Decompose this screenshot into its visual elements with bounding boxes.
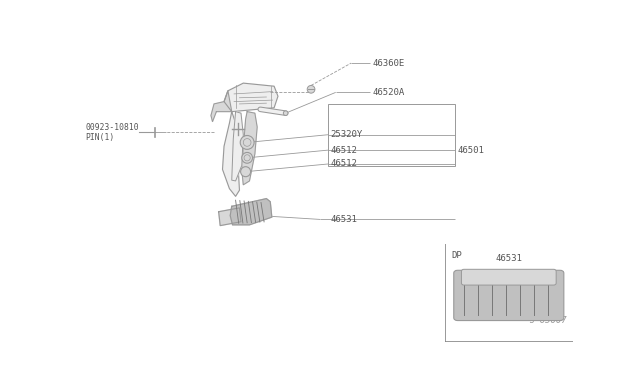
Circle shape: [240, 135, 254, 150]
Text: 46360E: 46360E: [372, 59, 405, 68]
Polygon shape: [242, 112, 257, 185]
Polygon shape: [223, 112, 239, 196]
Polygon shape: [219, 208, 241, 225]
Circle shape: [241, 167, 251, 177]
Text: DP: DP: [451, 251, 462, 260]
Circle shape: [307, 86, 315, 93]
Text: 25320Y: 25320Y: [330, 130, 362, 139]
Text: PIN(1): PIN(1): [86, 132, 115, 141]
Text: J-65007: J-65007: [529, 316, 566, 325]
Polygon shape: [224, 83, 278, 112]
Polygon shape: [211, 91, 232, 122]
Text: 46531: 46531: [330, 215, 357, 224]
Circle shape: [284, 111, 288, 115]
Text: 46531: 46531: [495, 254, 522, 263]
Text: 46520A: 46520A: [372, 88, 405, 97]
Text: 46512: 46512: [330, 145, 357, 155]
Text: 00923-10810: 00923-10810: [86, 122, 139, 132]
Polygon shape: [232, 112, 243, 181]
Bar: [328, 104, 455, 166]
Text: 46512: 46512: [330, 160, 357, 169]
Circle shape: [242, 153, 253, 163]
FancyBboxPatch shape: [454, 270, 564, 321]
Polygon shape: [230, 199, 272, 225]
FancyBboxPatch shape: [461, 269, 556, 285]
Text: 46501: 46501: [458, 145, 484, 155]
